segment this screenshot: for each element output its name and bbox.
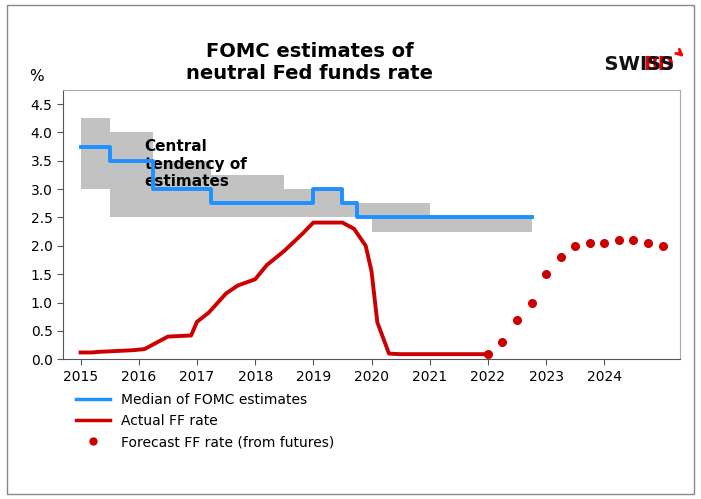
Text: %: %	[29, 69, 43, 84]
Legend: Median of FOMC estimates, Actual FF rate, Forecast FF rate (from futures): Median of FOMC estimates, Actual FF rate…	[70, 388, 340, 455]
Title: FOMC estimates of
neutral Fed funds rate: FOMC estimates of neutral Fed funds rate	[186, 42, 433, 83]
Text: Central
tendency of
estimates: Central tendency of estimates	[144, 139, 247, 189]
Text: BD: BD	[643, 55, 674, 74]
Text: SWISS: SWISS	[564, 55, 674, 74]
